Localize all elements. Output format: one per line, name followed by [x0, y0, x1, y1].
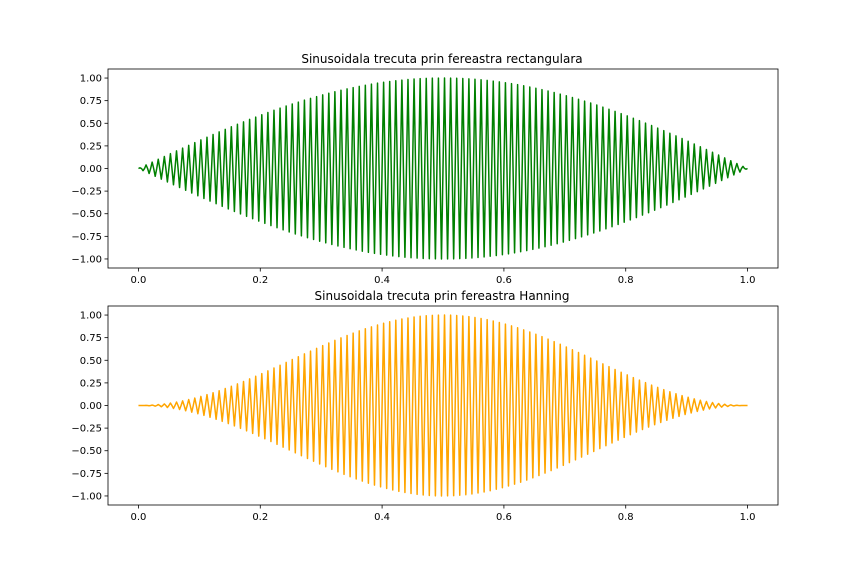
x-tick-label: 0.6 [496, 275, 512, 286]
y-tick-label: −0.50 [71, 446, 102, 457]
axes-frame [107, 305, 779, 506]
x-tick-label: 0.0 [131, 275, 147, 286]
x-tick-label: 1.0 [740, 512, 756, 523]
y-tick-label: 1.00 [80, 74, 102, 85]
y-tick-label: −0.75 [71, 232, 102, 243]
y-tick-label: 0.25 [80, 378, 102, 389]
y-tick-label: −1.00 [71, 491, 102, 502]
ticks: 0.0 0.2 0.4 0.6 0.8 1.0 −1.00 −0.75 −0.50 −0.25 0.… [71, 311, 755, 523]
x-tick-label: 0.6 [496, 512, 512, 523]
chart-title: Sinusoidala trecuta prin fereastra Hanni… [315, 289, 570, 303]
y-tick-label: −0.50 [71, 209, 102, 220]
y-tick-label: −0.25 [71, 424, 102, 435]
y-tick-label: −0.75 [71, 469, 102, 480]
signal-line [138, 77, 748, 260]
y-tick-label: 0.50 [80, 119, 102, 130]
y-tick-label: 1.00 [80, 311, 102, 322]
y-tick-label: 0.75 [80, 333, 102, 344]
y-tick-label: 0.50 [80, 356, 102, 367]
y-tick-label: 0.00 [80, 164, 102, 175]
chart-title: Sinusoidala trecuta prin fereastra recta… [301, 52, 582, 66]
x-tick-label: 0.4 [374, 512, 390, 523]
y-tick-label: −0.25 [71, 187, 102, 198]
y-tick-label: 0.75 [80, 96, 102, 107]
y-tick-label: −1.00 [71, 254, 102, 265]
ticks: 0.0 0.2 0.4 0.6 0.8 1.0 −1.00 −0.75 −0.50 −0.25 0.… [71, 74, 755, 286]
x-tick-label: 0.4 [374, 275, 390, 286]
x-tick-label: 0.8 [618, 275, 634, 286]
y-tick-label: 0.00 [80, 401, 102, 412]
x-tick-label: 0.8 [618, 512, 634, 523]
signal-line [138, 314, 748, 497]
chart-rectangular-window: Sinusoidala trecuta prin fereastra recta… [71, 52, 779, 286]
x-tick-label: 0.0 [131, 512, 147, 523]
axes-frame [107, 68, 779, 269]
x-tick-label: 0.2 [252, 512, 268, 523]
y-tick-label: 0.25 [80, 141, 102, 152]
x-tick-label: 0.2 [252, 275, 268, 286]
chart-hanning-window: Sinusoidala trecuta prin fereastra Hanni… [71, 289, 779, 523]
x-tick-label: 1.0 [740, 275, 756, 286]
